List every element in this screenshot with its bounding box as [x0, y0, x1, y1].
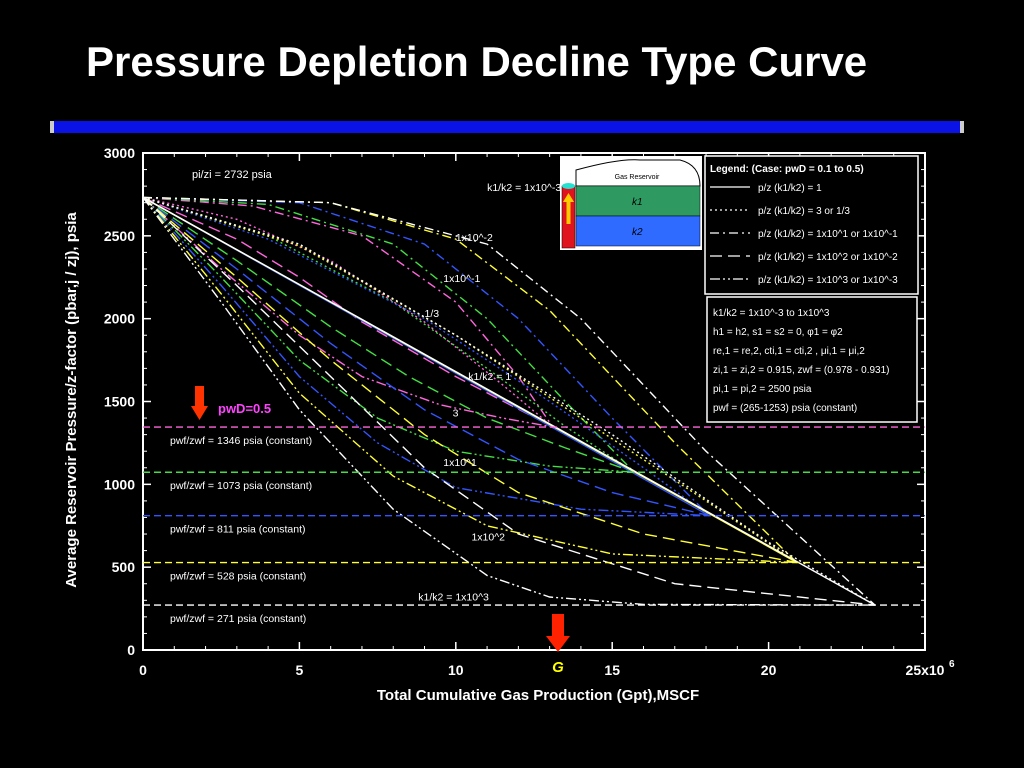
y-tick-label: 2000: [104, 311, 135, 327]
series-line: [143, 196, 876, 606]
pwf-level-label: pwf/zwf = 271 psia (constant): [170, 613, 306, 625]
curve-label: k1/k2 = 1: [468, 371, 511, 383]
series-line: [143, 196, 554, 428]
pwf-level-label: pwf/zwf = 528 psia (constant): [170, 571, 306, 583]
legend-label: p/z (k1/k2) = 1: [758, 183, 822, 194]
series-line: [143, 196, 797, 564]
series-line: [143, 196, 635, 473]
parameter-line: h1 = h2, s1 = s2 = 0, φ1 = φ2: [713, 327, 843, 338]
inset-k2-label: k2: [632, 227, 643, 238]
curve-label: k1/k2 = 1x10^3: [418, 591, 489, 603]
y-tick-label: 1500: [104, 394, 135, 410]
series-line: [143, 196, 553, 428]
pwf-levels-group: pwf/zwf = 1346 psia (constant) pwf/zwf = …: [143, 426, 925, 625]
curve-labels-group: k1/k2 = 1x10^-3 1x10^-2 1x10^-1 1/3 k1/k2 = …: [418, 182, 561, 603]
y-tick-label: 3000: [104, 145, 135, 161]
series-line: [143, 196, 635, 473]
legend-label: p/z (k1/k2) = 3 or 1/3: [758, 206, 850, 217]
series-line: [143, 196, 876, 606]
legend-header: Legend: (Case: pwD = 0.1 to 0.5): [710, 164, 864, 175]
curve-label: 1/3: [425, 308, 440, 320]
curve-label: 1x10^-1: [443, 273, 480, 285]
title-underline-bar: [50, 121, 964, 133]
pwd-label: pwD=0.5: [218, 401, 271, 416]
x-tick-label: 0: [139, 662, 147, 678]
series-line: [143, 196, 710, 517]
legend-label: p/z (k1/k2) = 1x10^1 or 1x10^-1: [758, 229, 898, 240]
axes-group: 0 5 10 15 20 25x10 6 0 500 1000 1500 2000 2500 3000: [104, 145, 955, 678]
legend-label: p/z (k1/k2) = 1x10^3 or 1x10^-3: [758, 275, 898, 286]
x-tick-label: 5: [296, 662, 304, 678]
x-axis-title: Total Cumulative Gas Production (Gpt),MS…: [377, 687, 699, 704]
series-line: [143, 196, 876, 606]
pwd-arrow-icon: [191, 386, 208, 420]
x-tick-label: 25x10: [906, 662, 945, 678]
x-tick-exponent: 6: [949, 659, 955, 670]
inset-title: Gas Reservoir: [615, 174, 660, 181]
reservoir-inset-diagram: Gas Reservoir k1 k2: [560, 156, 702, 250]
x-tick-label: 15: [604, 662, 620, 678]
parameter-line: zi,1 = zi,2 = 0.915, zwf = (0.978 - 0.93…: [713, 365, 890, 376]
x-tick-label: 10: [448, 662, 464, 678]
series-line: [143, 196, 554, 428]
curve-label: 3: [453, 407, 459, 419]
y-tick-label: 1000: [104, 476, 135, 492]
y-tick-label: 500: [112, 559, 136, 575]
pwf-level-label: pwf/zwf = 1346 psia (constant): [170, 435, 312, 447]
series-line: [143, 196, 797, 564]
legend-label: p/z (k1/k2) = 1x10^2 or 1x10^-2: [758, 252, 898, 263]
series-line: [143, 196, 798, 564]
series-line: [143, 196, 710, 517]
parameter-line: k1/k2 = 1x10^-3 to 1x10^3: [713, 308, 830, 319]
series-line: [143, 196, 876, 606]
curve-label: 1x10^2: [471, 532, 505, 544]
series-line: [143, 196, 876, 606]
x-tick-label: 20: [761, 662, 777, 678]
parameter-line: re,1 = re,2, cti,1 = cti,2 , μi,1 = μi,2: [713, 346, 865, 357]
series-line: [143, 196, 554, 428]
pwf-level-label: pwf/zwf = 1073 psia (constant): [170, 480, 312, 492]
initial-pressure-label: pi/zi = 2732 psia: [192, 169, 273, 181]
y-tick-label: 0: [127, 642, 135, 658]
inset-k1-label: k1: [632, 197, 643, 208]
series-line: [143, 196, 710, 517]
series-line: [143, 196, 710, 517]
legend: Legend: (Case: pwD = 0.1 to 0.5) p/z (k1…: [704, 155, 919, 295]
y-axis-title: Average Reservoir Pressure/z-factor (pba…: [63, 212, 80, 588]
curve-label: 1x10^-2: [456, 232, 493, 244]
parameter-line: pi,1 = pi,2 = 2500 psia: [713, 384, 812, 395]
parameters-box: k1/k2 = 1x10^-3 to 1x10^3 h1 = h2, s1 = s…: [706, 296, 918, 423]
pwf-level-label: pwf/zwf = 811 psia (constant): [170, 524, 306, 536]
g-arrow-icon: [546, 614, 570, 652]
y-tick-label: 2500: [104, 228, 135, 244]
curve-label: 1x10^1: [443, 457, 477, 469]
slide-title: Pressure Depletion Decline Type Curve: [86, 38, 868, 85]
parameter-line: pwf = (265-1253) psia (constant): [713, 403, 857, 414]
curve-label: k1/k2 = 1x10^-3: [487, 182, 561, 194]
g-label: G: [552, 659, 564, 676]
